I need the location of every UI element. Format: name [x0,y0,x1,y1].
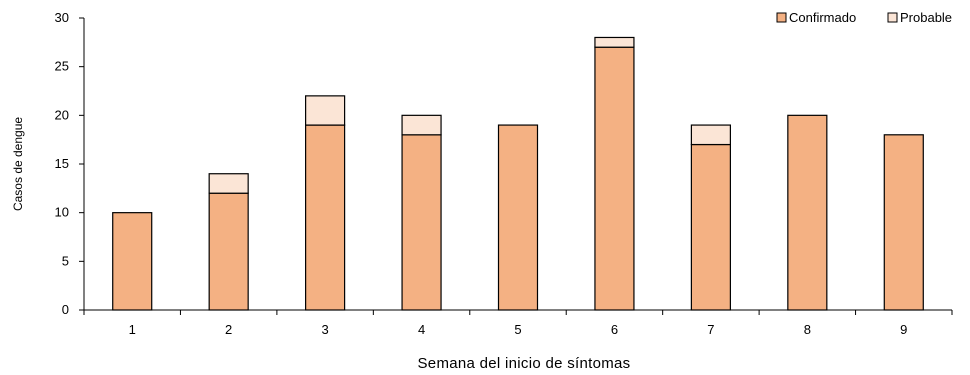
bar-confirmado-4 [401,134,442,311]
y-tick-label: 0 [62,302,69,317]
legend-swatch-confirmado [776,12,787,23]
bar-confirmado-5 [497,124,539,311]
x-tick-label: 3 [321,322,328,337]
x-tick-label: 8 [804,322,811,337]
bar-probable-6 [594,36,635,48]
bar-confirmado-9 [883,134,924,311]
legend-swatch-probable [887,12,898,23]
x-tick-label: 9 [900,322,907,337]
x-tick-label: 7 [707,322,714,337]
y-axis-title: Casos de dengue [11,117,25,211]
bar-confirmado-3 [305,124,346,311]
bar-probable-4 [401,114,442,136]
x-tick-label: 4 [418,322,425,337]
x-tick-label: 2 [225,322,232,337]
legend-label-probable: Probable [900,10,952,25]
bar-probable-3 [305,95,346,126]
bar-probable-7 [690,124,731,146]
legend-label-confirmado: Confirmado [789,10,856,25]
y-axis-ticks: 0 5 10 15 20 25 30 [55,10,84,317]
y-tick-label: 30 [55,10,69,25]
x-axis-title: Semana del inicio de síntomas [418,355,631,372]
x-tick-label: 1 [129,322,136,337]
x-tick-label: 6 [611,322,618,337]
bar-confirmado-6 [594,46,635,311]
bar-probable-2 [208,173,249,194]
bar-confirmado-8 [787,114,828,311]
bar-confirmado-7 [690,143,731,311]
y-tick-label: 25 [55,59,69,74]
bar-confirmado-1 [112,212,153,311]
x-tick-label: 5 [514,322,521,337]
bar-confirmado-2 [208,192,249,311]
x-axis-ticks: 1 2 3 4 5 6 7 8 9 [83,310,953,337]
y-tick-label: 10 [55,205,69,220]
y-tick-label: 15 [55,156,69,171]
y-tick-label: 20 [55,107,69,122]
legend: Confirmado Probable [776,10,952,25]
y-tick-label: 5 [62,253,69,268]
bars [112,36,924,311]
